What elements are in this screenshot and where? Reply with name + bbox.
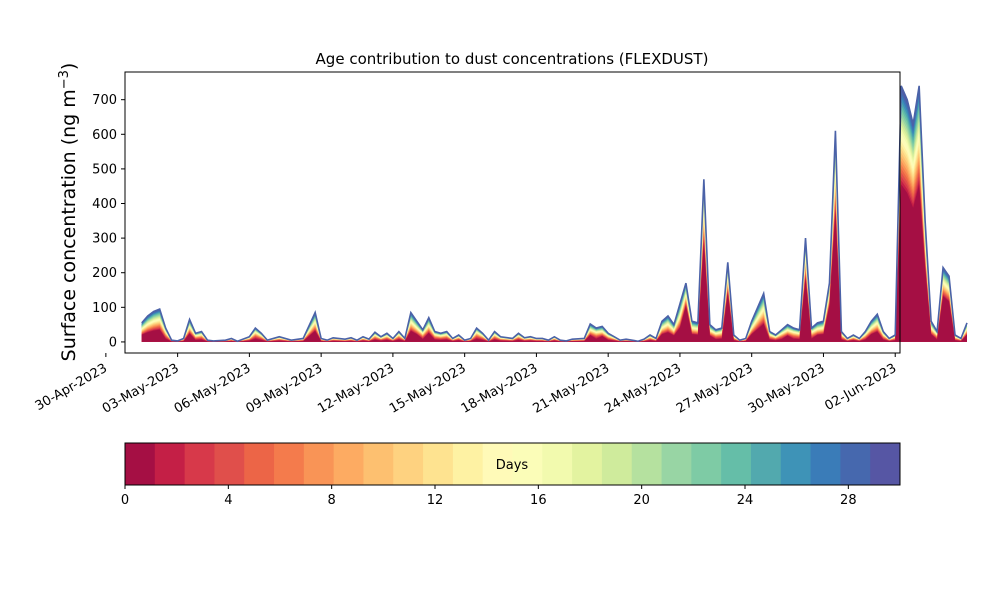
- age-band-8: [141, 152, 967, 342]
- colorbar-cell: [423, 443, 454, 485]
- colorbar-tick-label: 28: [840, 493, 857, 508]
- colorbar-ticks: 0 4 8 12 16 20 24 28: [121, 485, 857, 508]
- x-tick-label: 09-May-2023: [243, 361, 325, 417]
- colorbar-label: Days: [496, 458, 529, 473]
- colorbar-tick-label: 20: [633, 493, 650, 508]
- y-axis-label: Surface concentration (ng m−3): [57, 63, 80, 362]
- colorbar-cell: [482, 443, 513, 485]
- colorbar-cell: [691, 443, 722, 485]
- colorbar: Days 0 4 8 12 16 20 24 28: [121, 442, 901, 508]
- age-band-16: [141, 121, 967, 342]
- age-band-15: [141, 125, 967, 342]
- age-band-10: [141, 144, 967, 342]
- age-band-20: [141, 105, 967, 342]
- colorbar-cell: [393, 443, 424, 485]
- colorbar-cell: [542, 443, 573, 485]
- age-band-1: [141, 180, 967, 342]
- age-band-18: [141, 113, 967, 342]
- colorbar-cell: [572, 443, 603, 485]
- chart-title: Age contribution to dust concentrations …: [316, 50, 709, 68]
- age-band-7: [141, 156, 967, 342]
- colorbar-cell: [125, 443, 156, 485]
- y-tick-label: 600: [92, 128, 117, 143]
- x-tick-label: 12-May-2023: [315, 361, 397, 417]
- age-band-4: [141, 168, 967, 342]
- x-axis-ticks: 30-Apr-202303-May-202306-May-202309-May-…: [33, 353, 899, 417]
- colorbar-cell: [452, 443, 484, 485]
- colorbar-frame: [124, 442, 901, 486]
- colorbar-cell: [810, 443, 841, 485]
- colorbar-tick-label: 8: [328, 493, 336, 508]
- colorbar-tick-label: 4: [224, 493, 232, 508]
- age-band-12: [141, 137, 967, 342]
- x-tick-label: 27-May-2023: [674, 361, 756, 417]
- x-tick-label: 15-May-2023: [387, 361, 469, 417]
- age-band-2: [141, 176, 967, 342]
- y-tick-label: 100: [92, 301, 117, 316]
- y-tick-label: 0: [109, 335, 117, 350]
- x-tick-label: 30-May-2023: [746, 361, 828, 417]
- colorbar-tick-label: 12: [427, 493, 444, 508]
- x-tick-label: 21-May-2023: [530, 361, 612, 417]
- y-tick-label: 700: [92, 93, 117, 108]
- age-band-5: [141, 164, 967, 342]
- colorbar-cell: [154, 443, 186, 485]
- colorbar-tick-label: 16: [530, 493, 547, 508]
- age-band-0: [141, 184, 967, 342]
- colorbar-cell: [184, 443, 215, 485]
- colorbar-cell: [750, 443, 782, 485]
- colorbar-cell: [870, 443, 901, 485]
- age-band-11: [141, 141, 967, 342]
- colorbar-cell: [214, 443, 245, 485]
- y-tick-label: 500: [92, 162, 117, 177]
- colorbar-cell: [661, 443, 692, 485]
- colorbar-cell: [631, 443, 663, 485]
- y-axis-ticks: 0 100 200 300 400 500 600 700: [92, 93, 125, 350]
- x-tick-label: 30-Apr-2023: [33, 361, 110, 414]
- x-tick-label: 18-May-2023: [459, 361, 541, 417]
- stacked-areas: [141, 85, 968, 343]
- colorbar-cell: [780, 443, 812, 485]
- colorbar-cell: [512, 443, 543, 485]
- colorbar-cell: [363, 443, 394, 485]
- x-tick-label: 03-May-2023: [100, 361, 182, 417]
- colorbar-cell: [274, 443, 305, 485]
- age-band-21: [141, 101, 967, 342]
- age-band-22: [141, 97, 967, 342]
- age-band-3: [141, 172, 967, 342]
- age-band-9: [141, 148, 967, 342]
- x-tick-label: 02-Jun-2023: [822, 361, 899, 414]
- colorbar-cell: [303, 443, 335, 485]
- colorbar-cell: [244, 443, 275, 485]
- age-band-19: [141, 109, 967, 342]
- plot-area: 0 100 200 300 400 500 600 700 30-Apr-202303-May…: [33, 71, 968, 417]
- age-band-13: [141, 133, 967, 342]
- x-tick-label: 06-May-2023: [172, 361, 254, 417]
- y-tick-label: 400: [92, 197, 117, 212]
- age-band-23: [141, 93, 967, 342]
- colorbar-tick-label: 0: [121, 493, 129, 508]
- plot-frame: [124, 71, 901, 354]
- y-tick-label: 200: [92, 266, 117, 281]
- age-band-14: [141, 129, 967, 342]
- colorbar-cell: [840, 443, 871, 485]
- colorbar-cell: [721, 443, 752, 485]
- y-tick-label: 300: [92, 232, 117, 247]
- x-tick-label: 24-May-2023: [602, 361, 684, 417]
- age-band-24: [141, 89, 967, 342]
- age-band-17: [141, 117, 967, 342]
- colorbar-cells: [125, 443, 901, 485]
- total-line: [141, 85, 968, 343]
- colorbar-tick-label: 24: [737, 493, 754, 508]
- colorbar-cell: [333, 443, 364, 485]
- colorbar-cell: [601, 443, 633, 485]
- age-band-6: [141, 160, 967, 342]
- age-band-25: [141, 85, 967, 342]
